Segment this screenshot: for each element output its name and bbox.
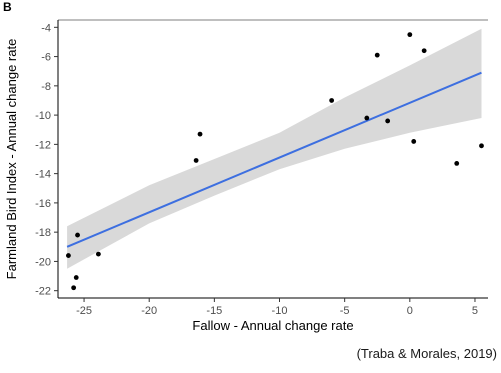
x-tick-label: 0 [407, 305, 413, 317]
data-point [329, 98, 335, 103]
y-tick-label: -16 [35, 198, 51, 210]
panel-label: B [3, 0, 12, 14]
data-point [454, 160, 460, 166]
y-tick-label: -4 [41, 22, 51, 34]
y-tick-label: -14 [35, 169, 51, 181]
y-axis-title: Farmland Bird Index - Annual change rate [4, 39, 19, 280]
data-point [374, 52, 380, 58]
y-tick-label: -8 [41, 81, 51, 93]
data-point [385, 118, 391, 124]
regression-line [66, 71, 482, 248]
plot-area: -25 -20 -15 -10 -5 0 5 -22 -20 -18 -16 -14 -12 -10 -8 -… [35, 19, 488, 317]
data-point [364, 115, 370, 121]
data-point [95, 251, 101, 257]
y-tick-label: -18 [35, 227, 51, 239]
data-point [479, 143, 484, 149]
y-tick-label: -22 [35, 286, 51, 298]
citation: (Traba & Morales, 2019) [356, 346, 497, 361]
data-point [197, 131, 203, 137]
x-tick-label: -15 [206, 305, 222, 317]
x-axis-title: Fallow - Annual change rate [192, 318, 353, 333]
y-tick-label: -12 [35, 139, 51, 151]
data-point [75, 232, 80, 238]
x-tick-label: -5 [340, 305, 350, 317]
data-point [71, 285, 77, 291]
data-point [407, 32, 413, 38]
y-tick-label: -6 [41, 52, 51, 64]
y-tick-label: -20 [35, 256, 51, 268]
data-point [411, 139, 417, 144]
data-point [66, 253, 71, 258]
data-point [73, 275, 79, 280]
data-point [421, 48, 427, 54]
x-tick-label: -10 [272, 305, 288, 317]
x-tick-label: -20 [141, 305, 157, 317]
data-point [193, 158, 199, 163]
confidence-band [67, 28, 482, 269]
x-tick-label: 5 [472, 305, 478, 317]
y-tick-label: -10 [35, 110, 51, 122]
x-tick-label: -25 [76, 305, 92, 317]
